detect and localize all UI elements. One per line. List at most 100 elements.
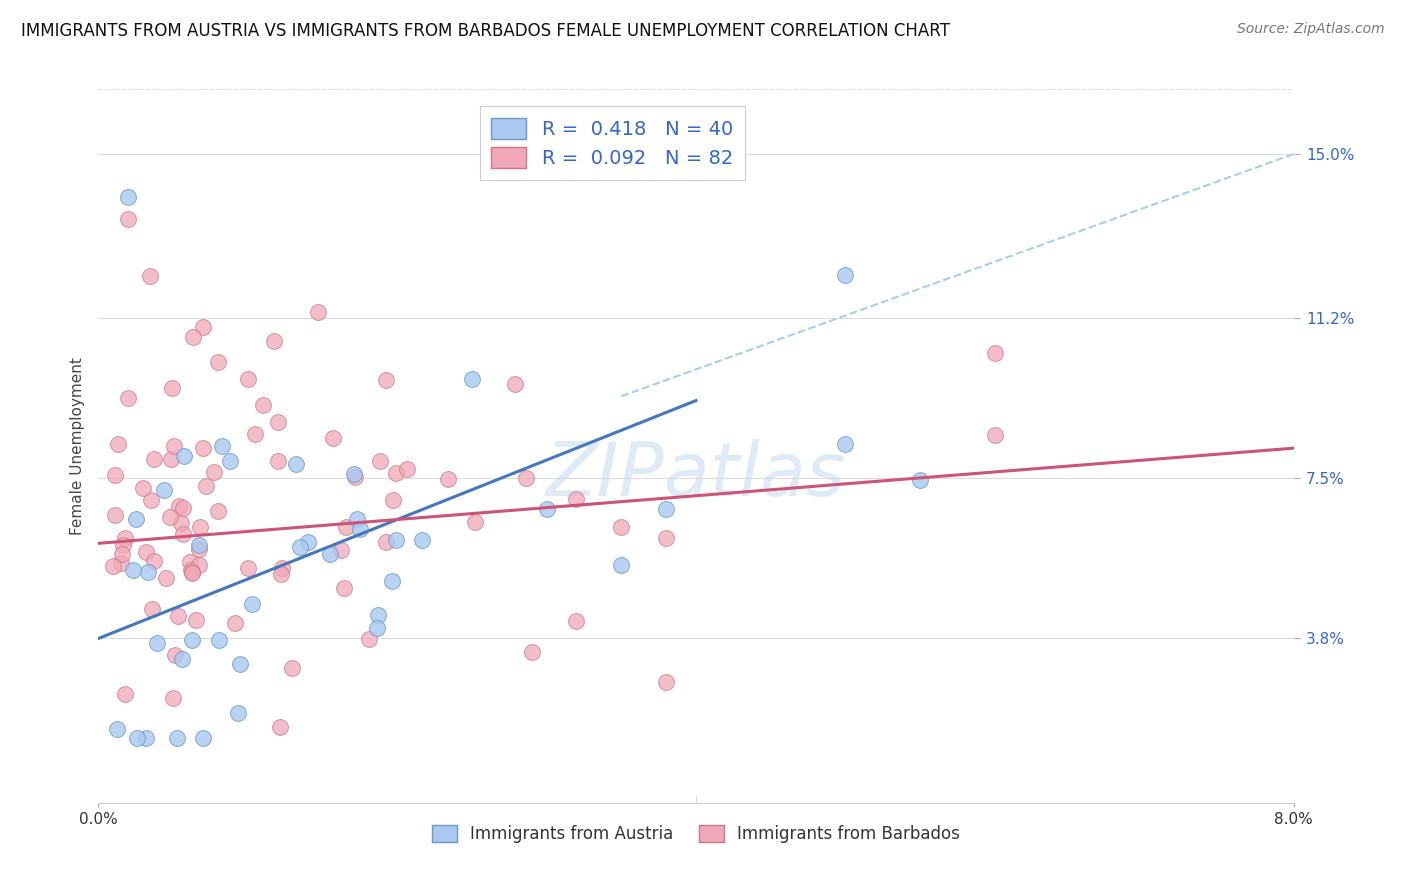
Point	[162, 381, 184, 395]
Point	[170, 516, 193, 530]
Point	[224, 615, 246, 630]
Point	[122, 564, 145, 578]
Point	[107, 437, 129, 451]
Point	[180, 563, 202, 577]
Point	[127, 731, 149, 745]
Point	[368, 454, 391, 468]
Point	[162, 439, 184, 453]
Point	[125, 512, 148, 526]
Point	[610, 519, 633, 533]
Point	[461, 372, 484, 386]
Point	[367, 607, 389, 622]
Point	[285, 458, 308, 472]
Point	[464, 515, 486, 529]
Text: Source: ZipAtlas.com: Source: ZipAtlas.com	[1237, 22, 1385, 37]
Point	[146, 636, 169, 650]
Point	[111, 538, 134, 552]
Point	[135, 545, 157, 559]
Point	[565, 614, 588, 628]
Point	[834, 437, 856, 451]
Point	[267, 454, 290, 468]
Point	[349, 522, 371, 536]
Point	[333, 582, 356, 596]
Point	[207, 354, 229, 368]
Point	[359, 632, 381, 646]
Point	[385, 533, 408, 547]
Text: ZIPatlas: ZIPatlas	[546, 439, 846, 510]
Point	[181, 565, 204, 579]
Point	[162, 691, 184, 706]
Point	[984, 346, 1007, 360]
Point	[536, 501, 558, 516]
Point	[135, 731, 157, 745]
Point	[375, 535, 398, 549]
Point	[111, 547, 134, 561]
Point	[104, 508, 127, 522]
Point	[307, 304, 329, 318]
Point	[167, 500, 190, 514]
Point	[375, 373, 398, 387]
Point	[181, 566, 204, 580]
Point	[166, 731, 188, 745]
Point	[103, 558, 125, 573]
Point	[984, 428, 1007, 442]
Point	[202, 465, 225, 479]
Point	[184, 613, 207, 627]
Point	[172, 527, 194, 541]
Y-axis label: Female Unemployment: Female Unemployment	[69, 357, 84, 535]
Point	[114, 688, 136, 702]
Point	[520, 645, 543, 659]
Point	[167, 609, 190, 624]
Point	[908, 473, 931, 487]
Point	[263, 334, 285, 348]
Point	[366, 622, 388, 636]
Point	[381, 574, 404, 588]
Text: IMMIGRANTS FROM AUSTRIA VS IMMIGRANTS FROM BARBADOS FEMALE UNEMPLOYMENT CORRELAT: IMMIGRANTS FROM AUSTRIA VS IMMIGRANTS FR…	[21, 22, 950, 40]
Point	[172, 651, 194, 665]
Point	[142, 554, 165, 568]
Point	[159, 509, 181, 524]
Point	[191, 441, 214, 455]
Point	[344, 470, 367, 484]
Point	[110, 556, 132, 570]
Point	[228, 657, 250, 671]
Point	[187, 538, 209, 552]
Point	[141, 601, 163, 615]
Point	[188, 520, 211, 534]
Point	[155, 571, 177, 585]
Point	[267, 415, 290, 429]
Point	[834, 268, 856, 282]
Point	[269, 720, 291, 734]
Point	[281, 661, 304, 675]
Point	[104, 467, 127, 482]
Point	[226, 706, 249, 720]
Point	[270, 567, 292, 582]
Point	[297, 535, 319, 549]
Point	[207, 504, 229, 518]
Point	[117, 190, 139, 204]
Point	[211, 439, 233, 453]
Point	[208, 633, 231, 648]
Point	[245, 427, 267, 442]
Point	[335, 520, 357, 534]
Point	[187, 542, 209, 557]
Point	[136, 565, 159, 579]
Point	[191, 320, 214, 334]
Point	[322, 431, 344, 445]
Point	[270, 561, 292, 575]
Point	[655, 531, 678, 545]
Point	[236, 560, 259, 574]
Point	[181, 633, 204, 648]
Point	[160, 452, 183, 467]
Point	[252, 398, 274, 412]
Point	[610, 558, 633, 572]
Point	[194, 479, 217, 493]
Point	[153, 483, 176, 497]
Point	[173, 449, 195, 463]
Point	[411, 533, 433, 548]
Point	[132, 481, 155, 495]
Point	[236, 372, 259, 386]
Point	[114, 531, 136, 545]
Point	[172, 500, 194, 515]
Point	[343, 467, 366, 481]
